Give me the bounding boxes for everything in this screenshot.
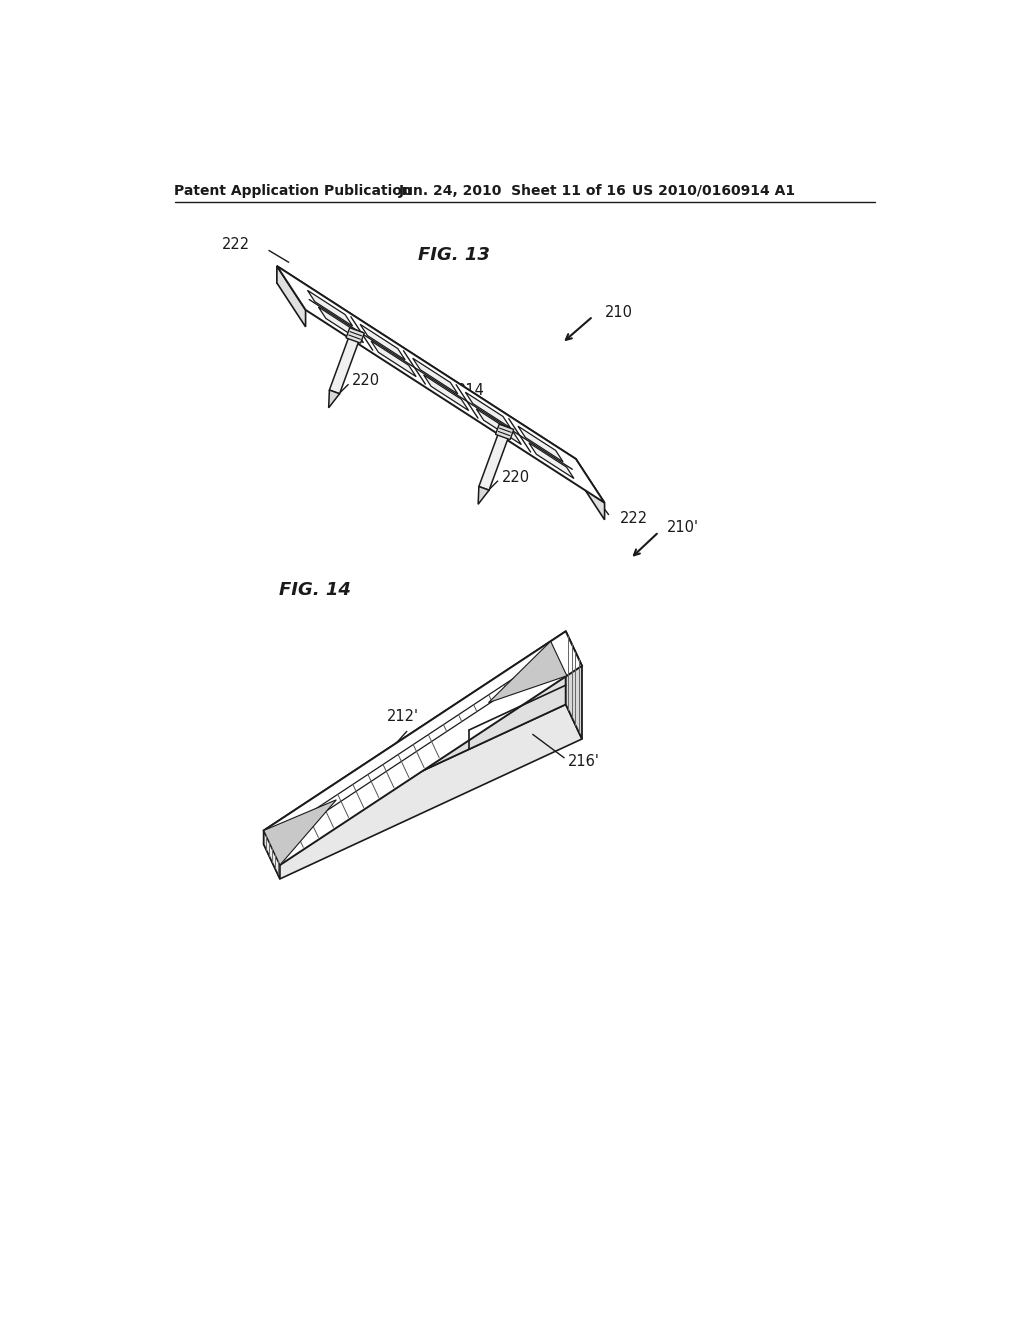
Polygon shape — [566, 631, 582, 739]
Polygon shape — [264, 631, 582, 865]
Text: 222: 222 — [221, 236, 250, 252]
Text: 218': 218' — [301, 821, 333, 836]
Text: 210': 210' — [667, 520, 698, 536]
Polygon shape — [371, 341, 416, 376]
Text: 212': 212' — [387, 709, 419, 723]
Polygon shape — [346, 327, 365, 343]
Text: FIG. 14: FIG. 14 — [280, 581, 351, 598]
Text: FIG. 13: FIG. 13 — [418, 246, 489, 264]
Polygon shape — [575, 459, 604, 520]
Polygon shape — [479, 425, 512, 490]
Text: 220: 220 — [352, 374, 380, 388]
Polygon shape — [264, 705, 582, 879]
Polygon shape — [318, 308, 364, 343]
Text: Jun. 24, 2010  Sheet 11 of 16: Jun. 24, 2010 Sheet 11 of 16 — [399, 183, 627, 198]
Polygon shape — [264, 830, 280, 879]
Polygon shape — [276, 267, 575, 475]
Text: 222: 222 — [621, 511, 648, 525]
Polygon shape — [478, 487, 489, 504]
Polygon shape — [476, 409, 521, 445]
Text: 210: 210 — [604, 305, 633, 319]
Polygon shape — [360, 325, 406, 360]
Text: US 2010/0160914 A1: US 2010/0160914 A1 — [632, 183, 795, 198]
Polygon shape — [307, 290, 352, 326]
Polygon shape — [518, 426, 563, 462]
Polygon shape — [465, 392, 510, 428]
Polygon shape — [276, 267, 305, 327]
Polygon shape — [413, 358, 458, 393]
Text: Patent Application Publication: Patent Application Publication — [174, 183, 413, 198]
Polygon shape — [330, 329, 362, 393]
Polygon shape — [276, 267, 604, 503]
Polygon shape — [488, 642, 567, 702]
Text: 216': 216' — [568, 754, 600, 770]
Text: 220: 220 — [502, 470, 529, 484]
Polygon shape — [264, 631, 566, 845]
Text: 214: 214 — [457, 383, 484, 399]
Polygon shape — [424, 375, 469, 411]
Polygon shape — [528, 442, 574, 479]
Polygon shape — [264, 800, 336, 865]
Polygon shape — [496, 424, 514, 440]
Polygon shape — [329, 389, 340, 408]
